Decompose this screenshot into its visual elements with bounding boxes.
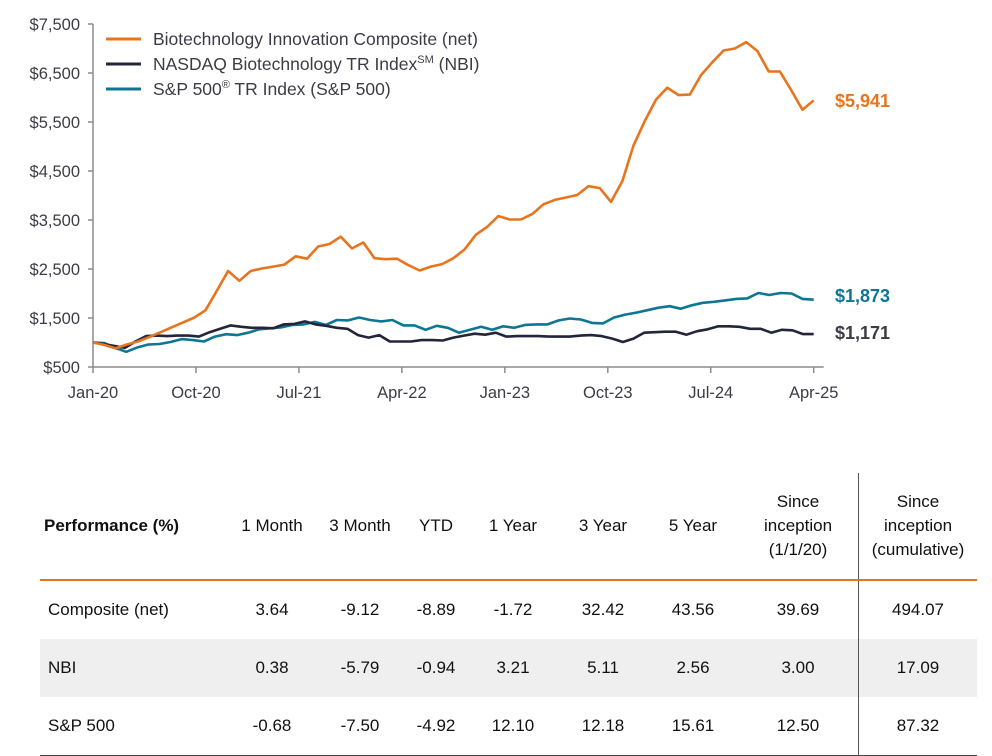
x-axis: Jan-20 Oct-20 Jul-21 Apr-22 Jan-23 Oct-23 Jul-…	[68, 366, 839, 402]
end-label-composite: $5,941	[835, 91, 890, 111]
series-line-sp500	[92, 291, 814, 354]
end-label-nbi: $1,171	[835, 323, 890, 343]
cell: -9.12	[340, 600, 380, 619]
y-tick-label: $3,500	[30, 212, 80, 230]
header-cum-line1: Since	[896, 492, 940, 511]
cell: 39.69	[776, 600, 820, 619]
cell: 3.64	[255, 600, 289, 619]
cell: -5.79	[316, 639, 404, 697]
header-5-year: 5 Year	[668, 516, 718, 535]
x-tick-label: Apr-22	[377, 384, 427, 402]
y-tick-label: $4,500	[30, 163, 80, 181]
header-1-month: 1 Month	[241, 516, 303, 535]
cell: 3.21	[468, 639, 558, 697]
cell: 17.09	[858, 639, 977, 697]
x-tick-label: Jul-21	[276, 384, 321, 402]
table-header-row: Performance (%) 1 Month 3 Month YTD 1 Ye…	[40, 473, 977, 580]
y-tick-label: $5,500	[30, 114, 80, 132]
header-cum-line2: inception	[883, 516, 953, 535]
y-tick-label: $500	[43, 359, 80, 377]
cell: 12.50	[776, 716, 820, 735]
series-line-composite	[92, 40, 815, 350]
x-tick-label: Jan-23	[480, 384, 530, 402]
legend-label-sp500: S&P 500® TR Index (S&P 500)	[153, 79, 391, 99]
header-since-inception-cumulative: Since inception (cumulative)	[858, 473, 977, 580]
header-ytd: YTD	[419, 516, 453, 535]
cell: 5.11	[558, 639, 648, 697]
series-line-nbi	[92, 320, 814, 350]
cell: 32.42	[581, 600, 625, 619]
x-tick-label: Jul-24	[688, 384, 733, 402]
y-axis: $500 $1,500 $2,500 $3,500 $4,500 $5,500 $6,500…	[30, 16, 94, 377]
series-lines	[92, 40, 815, 354]
cell: -8.89	[416, 600, 456, 619]
x-tick-label: Oct-20	[171, 384, 221, 402]
header-3-month: 3 Month	[329, 516, 391, 535]
cell: 0.38	[228, 639, 316, 697]
header-3-year: 3 Year	[578, 516, 628, 535]
header-since-inception: Since inception (1/1/20)	[738, 473, 859, 580]
row-label: Composite (net)	[48, 600, 169, 619]
row-label: NBI	[40, 639, 228, 697]
cell: -4.92	[416, 716, 456, 735]
y-tick-label: $7,500	[30, 16, 80, 34]
x-tick-label: Apr-25	[789, 384, 839, 402]
y-tick-label: $1,500	[30, 310, 80, 328]
x-tick-label: Oct-23	[583, 384, 633, 402]
y-tick-label: $2,500	[30, 261, 80, 279]
header-since-inception-line1: Since	[776, 492, 820, 511]
y-tick-label: $6,500	[30, 65, 80, 83]
cell: -0.68	[252, 716, 292, 735]
growth-chart: $500 $1,500 $2,500 $3,500 $4,500 $5,500 $6,500…	[30, 16, 891, 402]
cell: 3.00	[738, 639, 859, 697]
cell: -1.72	[493, 600, 533, 619]
end-labels: $5,941 $1,171 $1,873	[835, 91, 890, 343]
cell: 12.18	[581, 716, 625, 735]
header-cum-line3: (cumulative)	[871, 540, 965, 559]
end-label-sp500: $1,873	[835, 286, 890, 306]
cell: -0.94	[404, 639, 468, 697]
cell: 2.56	[648, 639, 738, 697]
header-since-inception-line3: (1/1/20)	[768, 540, 828, 559]
legend: Biotechnology Innovation Composite (net)…	[106, 29, 479, 99]
cell: 494.07	[858, 580, 977, 639]
x-tick-label: Jan-20	[68, 384, 118, 402]
legend-label-composite: Biotechnology Innovation Composite (net)	[153, 29, 478, 49]
cell: -7.50	[340, 716, 380, 735]
table-row: Composite (net) 3.64 -9.12 -8.89 -1.72 3…	[40, 580, 977, 639]
header-since-inception-line2: inception	[763, 516, 833, 535]
header-1-year: 1 Year	[488, 516, 538, 535]
table-row: S&P 500 -0.68 -7.50 -4.92 12.10 12.18 15…	[40, 697, 977, 756]
cell: 87.32	[858, 697, 977, 756]
legend-label-nbi: NASDAQ Biotechnology TR IndexSM (NBI)	[153, 54, 479, 74]
table-row: NBI 0.38 -5.79 -0.94 3.21 5.11 2.56 3.00…	[40, 639, 977, 697]
cell: 15.61	[671, 716, 715, 735]
row-label: S&P 500	[48, 716, 115, 735]
cell: 43.56	[671, 600, 715, 619]
performance-table: Performance (%) 1 Month 3 Month YTD 1 Ye…	[40, 473, 977, 756]
cell: 12.10	[491, 716, 535, 735]
header-performance: Performance (%)	[44, 516, 180, 535]
